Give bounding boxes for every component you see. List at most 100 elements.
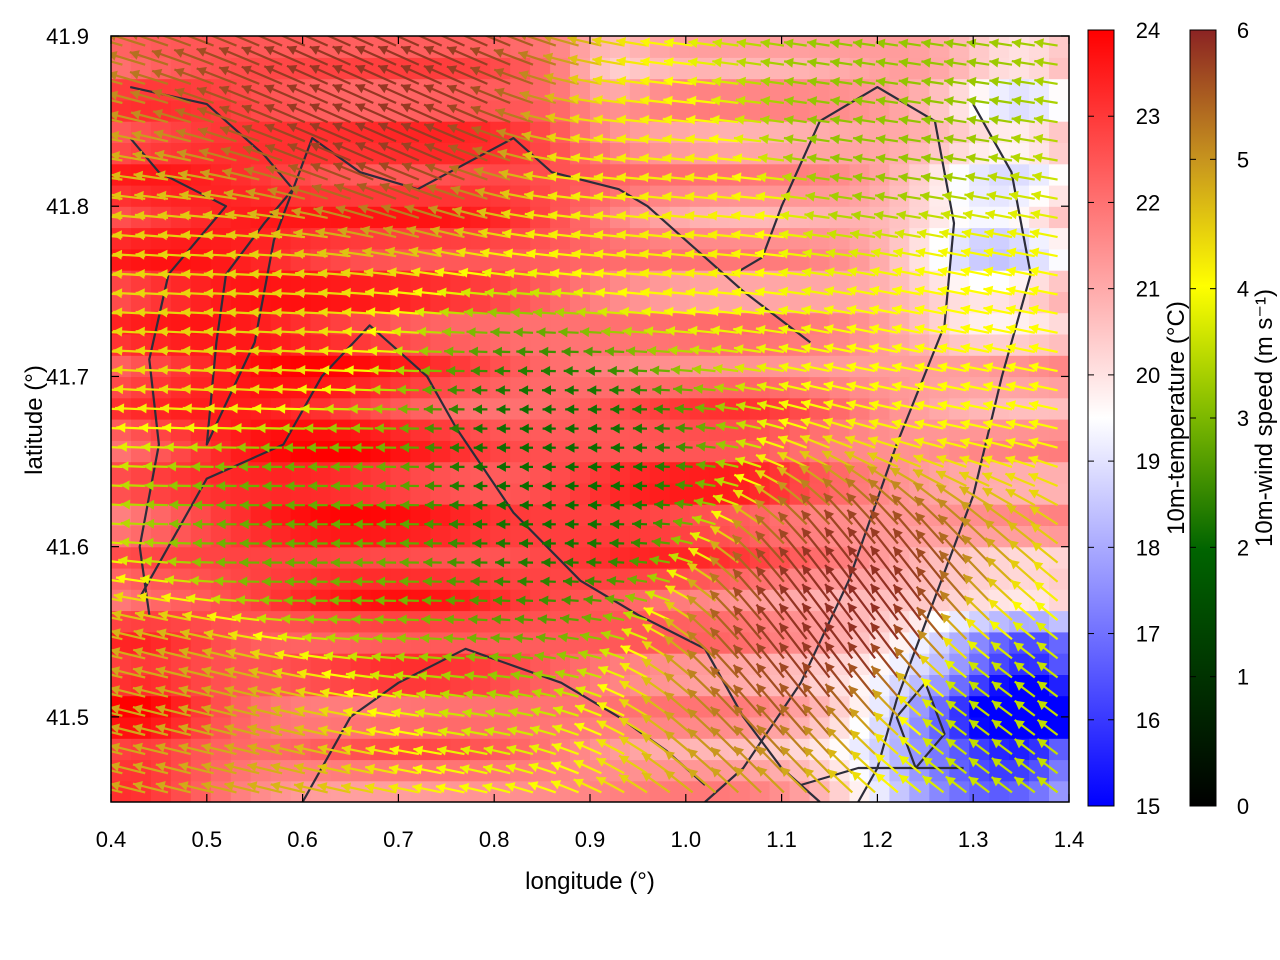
heatmap-cell <box>410 376 431 399</box>
heatmap-cell <box>370 291 392 314</box>
wind-arrow-head <box>533 307 543 318</box>
wind-arrow-head <box>178 761 189 772</box>
wind-arrow-head <box>202 647 213 658</box>
wind-arrow <box>308 557 328 568</box>
heatmap-cell <box>1009 99 1030 122</box>
wind-arrow <box>672 517 693 528</box>
wind-arrow-head <box>483 745 494 755</box>
heatmap-cell <box>909 270 930 292</box>
wind-arrow-head <box>576 307 586 318</box>
wind-arrow-head <box>448 538 458 549</box>
wind-arrow <box>565 500 579 511</box>
wind-arrow-head <box>507 288 518 298</box>
wind-arrow <box>111 731 123 737</box>
heatmap-cell <box>649 482 671 505</box>
wind-arrow-head <box>262 519 272 530</box>
wind-arrow <box>400 442 419 453</box>
heatmap-cell <box>1029 227 1050 250</box>
heatmap-cell <box>789 36 811 58</box>
wind-arrow <box>391 708 420 718</box>
wind-arrow-head <box>643 326 654 337</box>
wind-arrow <box>400 461 419 472</box>
wind-arrow-head <box>642 772 653 782</box>
wind-arrow <box>316 248 351 259</box>
wind-arrow <box>270 705 306 717</box>
heatmap-cell <box>250 482 272 505</box>
wind-arrow-head <box>643 607 654 617</box>
wind-arrow <box>486 689 511 700</box>
wind-arrow-head <box>247 781 258 791</box>
wind-arrow-head <box>696 441 706 452</box>
wind-arrow <box>507 288 534 298</box>
wind-arrow <box>309 122 351 143</box>
wind-arrow-head <box>270 724 281 734</box>
wind-arrow-head <box>687 650 698 660</box>
wind-arrow-head <box>226 345 236 356</box>
wind-arrow-head <box>374 614 384 625</box>
wind-arrow <box>215 461 237 472</box>
wind-arrow <box>593 95 625 105</box>
wind-arrow-head <box>366 307 376 318</box>
wind-arrow-head <box>296 365 306 375</box>
wind-arrow-head <box>288 163 299 174</box>
wind-arrow-head <box>309 103 321 113</box>
wind-arrow-shaft <box>111 750 123 756</box>
wind-arrow-head <box>654 423 664 434</box>
wind-arrow <box>594 268 625 279</box>
wind-arrow <box>545 112 579 124</box>
wind-arrow-head <box>482 268 492 278</box>
wind-arrow <box>445 595 465 606</box>
wind-arrow-head <box>236 442 246 453</box>
heatmap-cell <box>370 270 392 292</box>
wind-arrow <box>424 142 465 162</box>
wind-arrow <box>232 423 260 433</box>
wind-arrow-head <box>539 595 549 606</box>
wind-arrow <box>565 519 579 530</box>
wind-arrow <box>460 745 488 756</box>
wind-arrow <box>353 519 374 530</box>
wind-arrow-head <box>594 268 604 279</box>
wind-arrow <box>581 613 602 624</box>
wind-arrow-head <box>295 307 305 318</box>
wind-arrow-head <box>639 229 649 240</box>
wind-arrow <box>321 669 351 680</box>
wind-arrow-head <box>87 131 97 141</box>
wind-arrow-head <box>355 142 366 152</box>
wind-arrow <box>526 248 556 259</box>
wind-arrow <box>263 65 306 85</box>
wind-arrow-head <box>454 227 464 237</box>
wind-arrow <box>330 576 351 587</box>
wind-arrow-shaft <box>111 692 123 698</box>
wind-arrow <box>485 708 511 718</box>
wind-arrow-shaft <box>111 769 123 775</box>
wind-arrow <box>618 754 648 775</box>
heatmap-cell <box>210 780 232 802</box>
wind-arrow <box>366 326 397 337</box>
wind-arrow <box>587 538 602 549</box>
wind-arrow <box>517 576 534 587</box>
heatmap-cell <box>570 504 591 526</box>
wind-arrow-head <box>300 403 310 414</box>
wind-arrow-head <box>306 442 316 453</box>
heatmap-cell <box>350 376 372 399</box>
wind-arrow-head <box>622 326 632 337</box>
wind-arrow-head <box>496 404 506 415</box>
wind-arrow-head <box>260 595 270 606</box>
heatmap-cell <box>550 376 571 399</box>
wind-arrow <box>567 36 602 47</box>
wind-arrow-head <box>371 384 381 395</box>
wind-arrow-head <box>652 384 662 395</box>
wind-arrow <box>622 610 648 622</box>
wind-arrow <box>343 345 374 356</box>
wind-arrow <box>709 685 740 717</box>
wind-arrow-head <box>673 384 683 395</box>
wind-arrow <box>262 519 283 530</box>
wind-arrow <box>310 162 351 181</box>
heatmap-cell <box>769 589 791 612</box>
wind-arrow <box>604 346 625 357</box>
wind-arrow-head <box>641 733 652 743</box>
heatmap-cell <box>1029 461 1050 484</box>
wind-arrow-head <box>168 538 178 548</box>
wind-arrow-head <box>710 727 721 737</box>
wind-arrow-head <box>241 104 253 114</box>
